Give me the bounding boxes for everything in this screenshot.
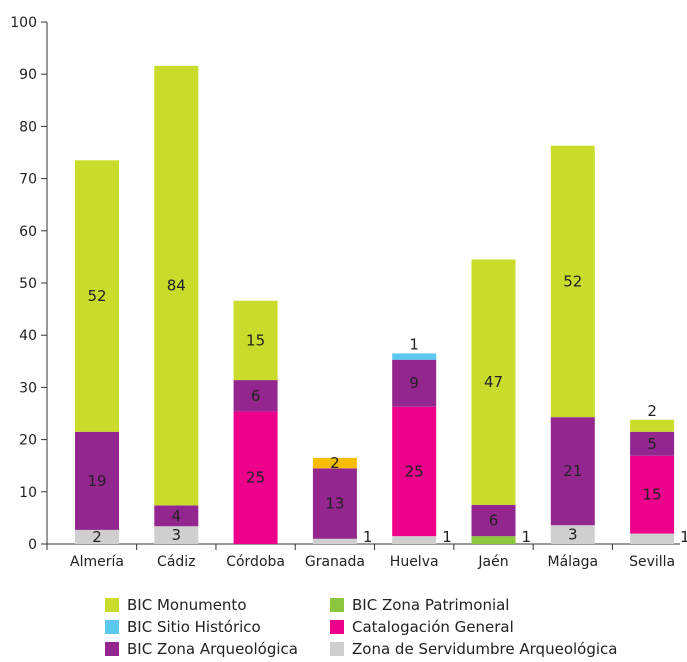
data-label: 1 xyxy=(442,528,452,546)
legend-label: BIC Zona Arqueológica xyxy=(127,640,298,658)
x-tick-label: Málaga xyxy=(548,554,599,570)
legend-swatch xyxy=(330,598,344,612)
data-label: 4 xyxy=(172,507,182,525)
x-tick-label: Huelva xyxy=(390,554,439,570)
x-tick-label: Jaén xyxy=(477,554,508,570)
data-label: 13 xyxy=(325,495,344,513)
data-label: 25 xyxy=(405,462,424,480)
data-label: 47 xyxy=(484,373,503,391)
bars xyxy=(75,65,675,544)
y-tick-label: 0 xyxy=(28,537,37,553)
y-tick-label: 10 xyxy=(19,485,37,501)
bar-segment-zona-de-servidumbre-arqueologica xyxy=(630,533,675,544)
axes: 0 10 20 30 40 50 60 70 80 90 100 Almería Cádiz Córdob… xyxy=(10,15,680,570)
data-label: 9 xyxy=(409,374,419,392)
data-label: 21 xyxy=(563,462,582,480)
legend-label: Catalogación General xyxy=(352,618,514,636)
bar-segment-zona-de-servidumbre-arqueologica xyxy=(312,538,357,544)
legend-item-bic-monumento: BIC Monumento xyxy=(105,596,247,614)
legend-item-zona-servidumbre-arqueologica: Zona de Servidumbre Arqueológica xyxy=(330,640,617,658)
data-label: 3 xyxy=(172,526,182,544)
bar-segment-bic-monumento xyxy=(630,419,675,432)
y-tick-label: 30 xyxy=(19,380,37,396)
data-label: 2 xyxy=(330,454,340,472)
data-label: 6 xyxy=(251,387,261,405)
bar-segment-bic-zona-arqueologica xyxy=(75,431,119,530)
bar-segment-bic-monumento xyxy=(550,145,595,418)
data-label: 1 xyxy=(363,528,373,546)
data-label: 1 xyxy=(680,528,687,546)
data-label: 84 xyxy=(167,277,186,295)
x-tick-label: Granada xyxy=(305,554,365,570)
data-label: 15 xyxy=(643,486,662,504)
legend-item-bic-zona-arqueologica: BIC Zona Arqueológica xyxy=(105,640,298,658)
legend-swatch xyxy=(105,642,119,656)
bar-segment-bic-sitio-historico xyxy=(392,353,437,360)
stacked-bar-chart: 0 10 20 30 40 50 60 70 80 90 100 Almería Cádiz Córdob… xyxy=(10,15,687,570)
legend-label: BIC Monumento xyxy=(127,596,247,614)
data-label: 52 xyxy=(87,287,106,305)
legend-swatch xyxy=(330,642,344,656)
bar-segment-bic-monumento xyxy=(154,65,199,506)
data-label: 5 xyxy=(647,435,657,453)
data-label: 1 xyxy=(522,528,532,546)
x-tick-label: Córdoba xyxy=(226,554,285,570)
x-tick-label: Sevilla xyxy=(629,554,675,570)
legend-item-bic-sitio-historico: BIC Sitio Histórico xyxy=(105,618,261,636)
y-tick-label: 50 xyxy=(19,276,37,292)
bar-segment-bic-zona-arqueologica xyxy=(154,505,199,527)
legend-swatch xyxy=(330,620,344,634)
y-tick-label: 40 xyxy=(19,328,37,344)
bar-segment-bic-monumento xyxy=(233,300,278,381)
y-tick-label: 80 xyxy=(19,119,37,135)
bar-segment-zona-de-servidumbre-arqueologica xyxy=(75,529,119,544)
legend-label: BIC Zona Patrimonial xyxy=(352,596,510,614)
data-label: 19 xyxy=(87,472,106,490)
x-tick-label: Almería xyxy=(70,554,124,570)
data-label: 52 xyxy=(563,272,582,290)
data-label: 1 xyxy=(409,335,419,353)
bar-segment-catalogacion-general xyxy=(392,406,437,537)
data-label: 2 xyxy=(647,402,657,420)
bar-segment-bic-zona-arqueologica xyxy=(392,359,437,407)
legend-swatch xyxy=(105,598,119,612)
y-tick-label: 70 xyxy=(19,172,37,188)
data-label: 3 xyxy=(568,526,578,544)
bar-segment-bic-monumento xyxy=(75,160,119,432)
bar-segment-zona-de-servidumbre-arqueologica xyxy=(154,526,199,544)
data-label: 6 xyxy=(489,512,499,530)
y-tick-label: 90 xyxy=(19,67,37,83)
x-tick-label: Cádiz xyxy=(157,554,195,570)
legend-label: Zona de Servidumbre Arqueológica xyxy=(352,640,618,658)
legend-item-bic-zona-patrimonial: BIC Zona Patrimonial xyxy=(330,596,509,614)
y-tick-label: 100 xyxy=(10,15,37,31)
data-label: 15 xyxy=(246,331,265,349)
legend-item-catalogacion-general: Catalogación General xyxy=(330,618,514,636)
bar-segment-bic-zona-arqueologica xyxy=(550,417,595,526)
bar-segment-bic-zona-arqueologica xyxy=(312,468,357,539)
data-label: 25 xyxy=(246,469,265,487)
bar-segment-bic-zona-arqueologica xyxy=(471,504,516,537)
bar-segment-bic-zona-arqueologica xyxy=(630,431,675,456)
bar-segment-bic-zona-arqueologica xyxy=(233,380,278,412)
bar-segment-zona-de-servidumbre-arqueologica xyxy=(392,536,437,544)
legend-swatch xyxy=(105,620,119,634)
bar-segment-bic-zona-patrimonial xyxy=(471,536,516,544)
data-label: 2 xyxy=(92,528,102,546)
bar-segment-otros xyxy=(312,457,357,469)
bar-segment-catalogacion-general xyxy=(630,455,675,534)
bar-segment-zona-de-servidumbre-arqueologica xyxy=(550,525,595,544)
y-tick-label: 20 xyxy=(19,433,37,449)
bar-segment-bic-monumento xyxy=(471,259,516,505)
bar-segment-catalogacion-general xyxy=(233,411,278,544)
legend-label: BIC Sitio Histórico xyxy=(127,618,261,636)
y-tick-label: 60 xyxy=(19,224,37,240)
